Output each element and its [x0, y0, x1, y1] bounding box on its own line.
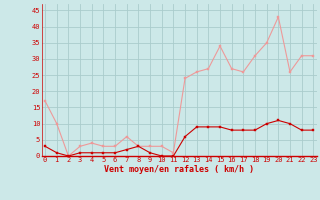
X-axis label: Vent moyen/en rafales ( km/h ): Vent moyen/en rafales ( km/h )	[104, 165, 254, 174]
